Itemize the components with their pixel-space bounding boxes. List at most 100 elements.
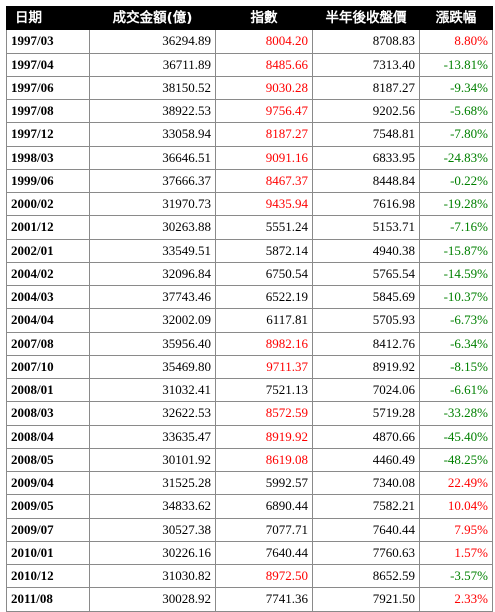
amount-cell: 30263.88 <box>89 215 216 240</box>
change-cell: 2.33% <box>419 587 493 612</box>
table-row: 1999/06 37666.37 8467.37 8448.84 -0.22% <box>6 168 493 194</box>
index-cell: 9756.47 <box>215 98 313 124</box>
table-row: 2009/07 30527.38 7077.71 7640.44 7.95% <box>6 517 493 542</box>
date-cell: 1997/06 <box>6 75 90 101</box>
index-cell: 8972.50 <box>215 563 313 589</box>
index-cell: 8619.08 <box>215 447 313 473</box>
change-cell: -6.34% <box>419 331 493 356</box>
half-year-close-cell: 8412.76 <box>312 331 420 356</box>
date-cell: 1997/12 <box>6 122 90 147</box>
change-cell: -15.87% <box>419 238 493 263</box>
amount-cell: 32002.09 <box>89 308 216 333</box>
change-cell: -8.15% <box>419 354 493 380</box>
index-cell: 8919.92 <box>215 424 313 449</box>
date-cell: 2008/03 <box>6 401 90 426</box>
table-row: 2008/03 32622.53 8572.59 5719.28 -33.28% <box>6 401 493 426</box>
change-cell: -48.25% <box>419 447 493 473</box>
table-row: 2004/03 37743.46 6522.19 5845.69 -10.37% <box>6 284 493 310</box>
date-cell: 2008/01 <box>6 377 90 403</box>
table-row: 2004/04 32002.09 6117.81 5705.93 -6.73% <box>6 308 493 333</box>
index-cell: 6117.81 <box>215 308 313 333</box>
date-cell: 2004/02 <box>6 261 90 287</box>
half-year-close-cell: 7760.63 <box>312 540 420 566</box>
index-cell: 6750.54 <box>215 261 313 287</box>
amount-cell: 36711.89 <box>89 52 216 77</box>
amount-cell: 32622.53 <box>89 401 216 426</box>
amount-cell: 31030.82 <box>89 563 216 589</box>
half-year-close-cell: 6833.95 <box>312 145 420 170</box>
change-cell: -10.37% <box>419 284 493 310</box>
table-row: 2010/01 30226.16 7640.44 7760.63 1.57% <box>6 540 493 566</box>
date-cell: 2011/08 <box>6 587 90 612</box>
amount-cell: 38922.53 <box>89 98 216 124</box>
table-row: 1997/04 36711.89 8485.66 7313.40 -13.81% <box>6 52 493 77</box>
change-cell: -6.61% <box>419 377 493 403</box>
date-cell: 1997/04 <box>6 52 90 77</box>
table-row: 1997/06 38150.52 9030.28 8187.27 -9.34% <box>6 75 493 101</box>
change-cell: 10.04% <box>419 494 493 519</box>
data-table: 日期 成交金額(億) 指數 半年後收盤價 漲跌幅 1997/03 36294.89… <box>6 5 493 612</box>
table-row: 2001/12 30263.88 5551.24 5153.71 -7.16% <box>6 215 493 240</box>
table-row: 2011/08 30028.92 7741.36 7921.50 2.33% <box>6 587 493 612</box>
amount-cell: 37743.46 <box>89 284 216 310</box>
change-cell: -7.16% <box>419 215 493 240</box>
table-row: 2009/05 34833.62 6890.44 7582.21 10.04% <box>6 494 493 519</box>
change-cell: 8.80% <box>419 29 493 54</box>
table-row: 2000/02 31970.73 9435.94 7616.98 -19.28% <box>6 191 493 217</box>
half-year-close-cell: 7616.98 <box>312 191 420 217</box>
table-row: 2008/05 30101.92 8619.08 4460.49 -48.25% <box>6 447 493 473</box>
index-cell: 8572.59 <box>215 401 313 426</box>
half-year-close-cell: 7024.06 <box>312 377 420 403</box>
amount-cell: 30226.16 <box>89 540 216 566</box>
change-cell: -19.28% <box>419 191 493 217</box>
table-row: 2008/04 33635.47 8919.92 4870.66 -45.40% <box>6 424 493 449</box>
date-cell: 2010/01 <box>6 540 90 566</box>
date-cell: 2007/10 <box>6 354 90 380</box>
index-cell: 9091.16 <box>215 145 313 170</box>
amount-cell: 36646.51 <box>89 145 216 170</box>
index-cell: 9030.28 <box>215 75 313 101</box>
date-cell: 2001/12 <box>6 215 90 240</box>
change-cell: -24.83% <box>419 145 493 170</box>
half-year-close-cell: 7640.44 <box>312 517 420 542</box>
change-cell: -6.73% <box>419 308 493 333</box>
date-cell: 2008/04 <box>6 424 90 449</box>
date-cell: 2009/07 <box>6 517 90 542</box>
table-row: 2007/08 35956.40 8982.16 8412.76 -6.34% <box>6 331 493 356</box>
table-row: 1997/08 38922.53 9756.47 9202.56 -5.68% <box>6 98 493 124</box>
index-cell: 6890.44 <box>215 494 313 519</box>
index-cell: 7741.36 <box>215 587 313 612</box>
change-cell: -7.80% <box>419 122 493 147</box>
amount-cell: 33058.94 <box>89 122 216 147</box>
amount-cell: 30028.92 <box>89 587 216 612</box>
change-cell: 7.95% <box>419 517 493 542</box>
change-cell: 22.49% <box>419 470 493 496</box>
date-cell: 2008/05 <box>6 447 90 473</box>
half-year-close-cell: 4870.66 <box>312 424 420 449</box>
header-index: 指數 <box>215 5 313 31</box>
amount-cell: 30101.92 <box>89 447 216 473</box>
date-cell: 1997/03 <box>6 29 90 54</box>
amount-cell: 36294.89 <box>89 29 216 54</box>
change-cell: -45.40% <box>419 424 493 449</box>
date-cell: 1997/08 <box>6 98 90 124</box>
half-year-close-cell: 4940.38 <box>312 238 420 263</box>
half-year-close-cell: 8187.27 <box>312 75 420 101</box>
half-year-close-cell: 7313.40 <box>312 52 420 77</box>
half-year-close-cell: 5765.54 <box>312 261 420 287</box>
amount-cell: 30527.38 <box>89 517 216 542</box>
index-cell: 8004.20 <box>215 29 313 54</box>
amount-cell: 31970.73 <box>89 191 216 217</box>
date-cell: 2002/01 <box>6 238 90 263</box>
index-cell: 9435.94 <box>215 191 313 217</box>
date-cell: 2009/05 <box>6 494 90 519</box>
table-row: 2009/04 31525.28 5992.57 7340.08 22.49% <box>6 470 493 496</box>
change-cell: -3.57% <box>419 563 493 589</box>
amount-cell: 34833.62 <box>89 494 216 519</box>
half-year-close-cell: 5719.28 <box>312 401 420 426</box>
half-year-close-cell: 5845.69 <box>312 284 420 310</box>
amount-cell: 33635.47 <box>89 424 216 449</box>
header-amount: 成交金額(億) <box>89 5 216 31</box>
amount-cell: 38150.52 <box>89 75 216 101</box>
change-cell: -5.68% <box>419 98 493 124</box>
